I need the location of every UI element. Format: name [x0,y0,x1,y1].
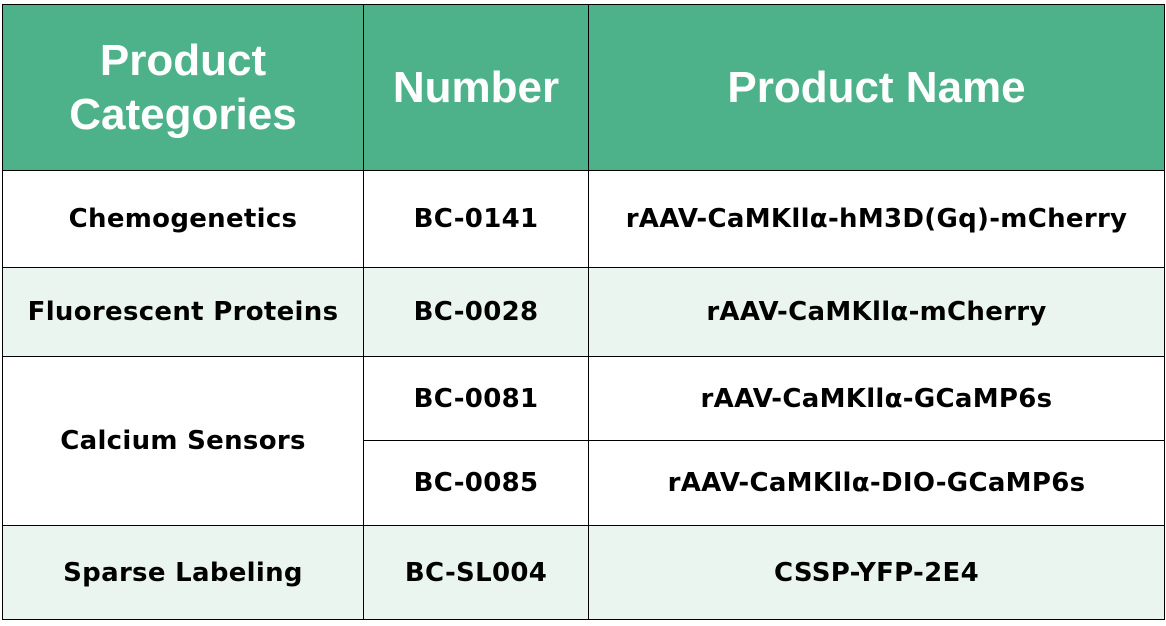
product-table: Product Categories Number Product Name C… [2,4,1165,620]
header-product-categories: Product Categories [2,4,364,171]
product-name-cell: rAAV-CaMKllα-GCaMP6s [588,356,1165,441]
product-name-cell: rAAV-CaMKllα-hM3D(Gq)-mCherry [588,170,1165,268]
table-row: Fluorescent Proteins BC-0028 rAAV-CaMKll… [2,267,1165,357]
number-cell: BC-SL004 [363,525,589,620]
number-cell: BC-0081 [363,356,589,441]
number-cell: BC-0085 [363,440,589,526]
product-name-cell: rAAV-CaMKllα-DIO-GCaMP6s [588,440,1165,526]
product-name-cell: rAAV-CaMKllα-mCherry [588,267,1165,357]
category-cell: Fluorescent Proteins [2,267,364,357]
category-cell: Chemogenetics [2,170,364,268]
header-row: Product Categories Number Product Name [2,4,1165,171]
header-product-name: Product Name [588,4,1165,171]
category-cell: Calcium Sensors [2,356,364,526]
table-row: BC-0085 rAAV-CaMKllα-DIO-GCaMP6s [3,440,1165,526]
product-name-cell: CSSP-YFP-2E4 [588,525,1165,620]
table-row: Chemogenetics BC-0141 rAAV-CaMKllα-hM3D(… [2,170,1165,268]
number-cell: BC-0028 [363,267,589,357]
header-number: Number [363,4,589,171]
table-row: Sparse Labeling BC-SL004 CSSP-YFP-2E4 [2,525,1165,620]
table-row: Calcium Sensors BC-0081 rAAV-CaMKllα-GCa… [2,356,1165,526]
category-cell: Sparse Labeling [2,525,364,620]
number-cell: BC-0141 [363,170,589,268]
